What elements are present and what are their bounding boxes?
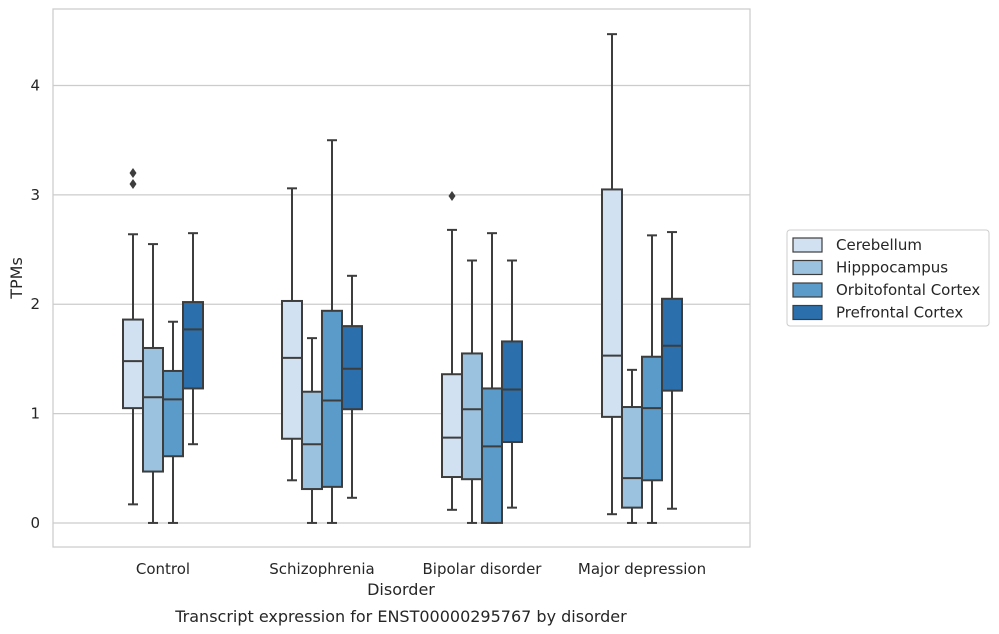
legend-label: Prefrontal Cortex (836, 304, 963, 322)
legend-label: Orbitofontal Cortex (836, 281, 980, 299)
y-tick-label: 2 (30, 295, 40, 313)
legend-item: Cerebellum (792, 236, 922, 254)
x-tick-label: Bipolar disorder (423, 560, 543, 578)
box-body (481, 387, 503, 524)
series-prefrontal-cortex (182, 231, 683, 510)
y-tick-label: 0 (30, 514, 40, 532)
x-tick-label: Schizophrenia (269, 560, 374, 578)
box (321, 139, 343, 524)
box-body (142, 346, 164, 473)
box (661, 231, 683, 510)
box (461, 259, 483, 524)
box (621, 368, 643, 524)
legend-swatch (792, 237, 823, 253)
box (281, 187, 303, 482)
box (501, 259, 523, 509)
box (441, 190, 463, 511)
legend-label: Hipppocampus (836, 259, 948, 277)
legend-item: Prefrontal Cortex (792, 304, 963, 322)
series-hipppocampus (142, 243, 643, 524)
box-body (341, 325, 363, 411)
x-tick-label: Control (136, 560, 190, 578)
box-body (281, 299, 303, 440)
box (481, 232, 503, 524)
y-tick-label: 1 (30, 405, 40, 423)
legend-swatch (792, 259, 823, 276)
y-axis-ticks: 0 1 2 3 4 (30, 77, 40, 532)
box-body (461, 352, 483, 481)
legend-items: Cerebellum Hipppocampus Orbitofontal Corte… (792, 236, 980, 322)
box-series (122, 33, 683, 524)
x-axis-ticks: Control Schizophrenia Bipolar disorder Majo… (136, 560, 706, 578)
series-orbitofontal-cortex (162, 139, 663, 524)
box-body (501, 340, 523, 444)
box-body (601, 188, 623, 418)
box (301, 337, 323, 524)
chart-caption: Transcript expression for ENST0000029576… (174, 607, 627, 626)
legend-swatch (792, 282, 823, 298)
box-body (321, 309, 343, 488)
y-axis-label: TPMs (7, 257, 26, 300)
box (162, 320, 184, 524)
box-body (641, 355, 663, 482)
legend: Cerebellum Hipppocampus Orbitofontal Corte… (786, 229, 990, 327)
x-tick-label: Major depression (578, 560, 706, 578)
box (641, 234, 663, 524)
legend-item: Orbitofontal Cortex (792, 281, 980, 299)
box (601, 33, 623, 516)
box-body (162, 369, 184, 458)
box (142, 243, 164, 524)
box (122, 168, 144, 506)
box-body (661, 297, 683, 392)
outlier-point (129, 168, 137, 179)
plot-area-frame (52, 8, 751, 548)
box-body (441, 373, 463, 479)
box (341, 274, 363, 499)
box-body (122, 318, 144, 410)
box (182, 232, 204, 446)
box-body (301, 390, 323, 491)
x-axis-label: Disorder (367, 580, 435, 599)
legend-frame (786, 229, 990, 327)
box-body (621, 406, 643, 509)
series-cerebellum (122, 33, 623, 516)
outlier-point (448, 190, 456, 201)
legend-label: Cerebellum (836, 236, 922, 254)
y-tick-label: 3 (30, 186, 40, 204)
outlier-point (129, 178, 137, 189)
y-tick-label: 4 (30, 77, 40, 95)
legend-item: Hipppocampus (792, 259, 948, 277)
box-body (182, 301, 204, 390)
legend-swatch (792, 304, 823, 321)
